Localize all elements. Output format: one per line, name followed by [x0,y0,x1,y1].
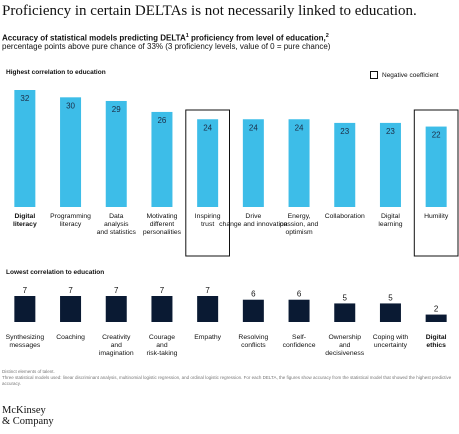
bottom-bar-label-1: Synthesizing messages [6,334,45,349]
bottom-bar-label-6: Resolving conflicts [238,334,268,349]
top-bar-value-3: 29 [112,105,121,114]
top-bar-label-9: Digital learning [378,213,402,228]
negative-coefficient-box-10 [413,109,459,257]
top-bar-1 [14,90,36,207]
section-label-highest: Highest correlation to education [6,69,106,76]
top-bar-6 [242,119,264,207]
bottom-bar-8 [334,303,356,322]
top-bar-label-10: Humility [424,213,449,220]
bottom-bar-5 [197,296,219,322]
top-bar-8 [334,122,356,207]
bottom-bar-2 [60,296,82,322]
bottom-bar-value-4: 7 [160,286,165,295]
bottom-bar-10 [425,314,447,322]
top-bar-label-2: Programming literacy [50,213,91,228]
bottom-bar-label-7: Self-confidence [283,334,316,349]
legend-swatch [370,71,378,79]
bottom-bar-value-7: 6 [297,290,302,299]
negative-coefficient-box-5 [185,109,231,257]
top-bar-5 [197,119,219,207]
bottom-bar-value-8: 5 [343,293,348,302]
chart-note: percentage points above pure chance of 3… [2,42,331,51]
top-bar-value-7: 24 [295,123,304,132]
bottom-bar-4 [151,296,173,322]
footnotes: Distinct elements of talent. Three stati… [2,369,452,387]
top-bar-value-1: 32 [20,94,29,103]
bottom-bar-value-2: 7 [68,286,73,295]
bottom-bar-label-9: Coping with uncertainty [373,334,409,349]
footnote-1: Distinct elements of talent. [2,369,55,374]
top-bar-10 [425,126,447,207]
bottom-bar-9 [379,303,401,322]
top-bar-7 [288,119,310,207]
subtitle-rest: proficiency from level of education, [188,33,326,43]
footnote-2: Three statistical models used: linear di… [2,375,452,386]
bottom-bar-6 [242,299,264,322]
chart-title: Proficiency in certain DELTAs is not nec… [2,3,417,19]
chart-subtitle: Accuracy of statistical models predictin… [2,31,457,44]
top-bar-value-2: 30 [66,101,75,110]
bottom-bar-value-5: 7 [205,286,210,295]
top-bar-value-6: 24 [249,123,258,132]
top-bar-label-3: Data analysis and statistics [97,213,137,236]
legend: Negative coefficient [370,71,439,79]
bottom-bar-value-9: 5 [388,293,393,302]
logo-line-2: & Company [2,416,54,427]
top-bar-value-8: 23 [340,127,349,136]
bottom-bar-label-4: Courage and risk-taking [146,334,177,357]
top-bar-value-9: 23 [386,127,395,136]
mckinsey-logo: McKinsey & Company [2,405,54,427]
bottom-bar-3 [105,296,127,322]
legend-label: Negative coefficient [382,71,439,79]
top-bar-3 [105,100,127,207]
top-bar-label-8: Collaboration [325,213,365,220]
logo-line-1: McKinsey [2,405,46,416]
top-bar-value-10: 22 [432,131,441,140]
footnote-marker-2: 2 [325,33,329,39]
top-bar-label-4: Motivating different personalities [143,213,182,236]
top-bar-value-5: 24 [203,123,212,132]
top-bar-2 [60,97,82,207]
bottom-bar-label-5: Empathy [194,334,221,341]
top-bar-9 [379,122,401,207]
top-bar-value-4: 26 [157,116,166,125]
bottom-bar-value-3: 7 [114,286,119,295]
top-bar-label-5: Inspiring trust [195,213,221,228]
bottom-bar-value-10: 2 [434,305,439,314]
bottom-bar-label-2: Coaching [56,334,85,341]
bottom-bar-label-10: Digital ethics [426,334,447,349]
footnote-marker-1: 1 [185,33,189,39]
bottom-bar-value-1: 7 [23,286,28,295]
bottom-bar-label-3: Creativity and imagination [99,334,134,357]
top-bar-4 [151,111,173,207]
bottom-bar-7 [288,299,310,322]
top-bar-label-1: Digital literacy [13,213,37,228]
top-bar-label-7: Energy, passion, and optimism [280,213,319,236]
section-label-lowest: Lowest correlation to education [6,269,105,276]
bottom-bar-label-8: Ownership and decisiveness [325,334,365,357]
subtitle-main: Accuracy of statistical models predictin… [2,33,186,43]
bottom-bar-1 [14,296,36,322]
bottom-bar-value-6: 6 [251,290,256,299]
top-bar-label-6: Drive change and innovation [219,213,288,228]
